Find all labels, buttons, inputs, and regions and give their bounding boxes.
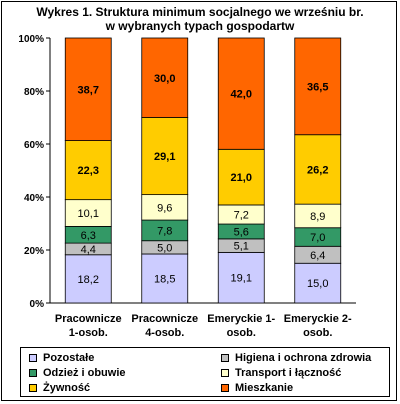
data-label: 36,5 <box>307 81 328 93</box>
data-label: 6,3 <box>81 230 96 242</box>
chart-title: Wykres 1. Struktura minimum socjalnego w… <box>0 5 400 33</box>
legend-label: Żywność <box>43 382 91 394</box>
x-tick-label: Emeryckie 1- <box>207 313 275 325</box>
bar-segment <box>217 37 265 150</box>
legend-label: Mieszkanie <box>235 382 294 394</box>
y-tick-label: 60% <box>24 140 44 151</box>
chart-legend: Pozostałe Higiena i ochrona zdrowia Odzież… <box>20 347 390 397</box>
bar-segment <box>141 117 189 196</box>
y-tick-label: 40% <box>24 193 44 204</box>
legend-swatch <box>29 369 37 377</box>
x-tick-label: Pracownicze <box>131 313 198 325</box>
data-label: 5,1 <box>234 241 249 253</box>
x-tick-label: 4-osob. <box>145 327 184 339</box>
bar-segment <box>294 37 342 136</box>
data-label: 19,1 <box>231 273 252 285</box>
y-tick-label: 80% <box>24 87 44 98</box>
legend-swatch <box>221 369 229 377</box>
y-tick-label: 20% <box>24 246 44 257</box>
data-label: 10,1 <box>78 208 99 220</box>
data-label: 5,6 <box>234 226 249 238</box>
data-label: 9,6 <box>157 202 172 214</box>
legend-swatch <box>29 354 37 362</box>
x-tick-label: Emeryckie 2- <box>284 313 352 325</box>
legend-label: Odzież i obuwie <box>43 367 126 379</box>
legend-label: Higiena i ochrona zdrowia <box>235 352 372 364</box>
data-label: 5,0 <box>157 242 172 254</box>
legend-swatch <box>29 384 37 392</box>
x-tick-label: 1-osob. <box>69 327 108 339</box>
data-label: 30,0 <box>154 73 175 85</box>
y-tick-label: 100% <box>18 34 44 45</box>
data-label: 22,3 <box>78 165 99 177</box>
data-label: 42,0 <box>231 89 252 101</box>
data-label: 8,9 <box>310 211 325 223</box>
bar-segment <box>141 194 189 221</box>
bar-segment <box>294 262 342 304</box>
bar-segment <box>64 140 112 201</box>
bar-segment <box>64 199 112 227</box>
data-label: 15,0 <box>307 278 328 290</box>
data-label: 38,7 <box>78 84 99 96</box>
stacked-bar-chart: 0% 20% 40% 60% 80% 100% 18,2 4,4 6,3 10,1 22,3 38,7… <box>18 34 356 339</box>
data-label: 29,1 <box>154 151 175 163</box>
bar-segment <box>294 134 342 205</box>
data-label: 18,5 <box>154 273 175 285</box>
legend-swatch <box>221 354 229 362</box>
bar-segment <box>141 37 189 118</box>
x-tick-label: Pracownicze <box>55 313 122 325</box>
chart-title-line-1: Wykres 1. Struktura minimum socjalnego w… <box>36 5 364 19</box>
data-label: 4,4 <box>81 244 96 256</box>
bar-segment <box>217 148 265 206</box>
data-label: 26,2 <box>307 164 328 176</box>
data-label: 21,0 <box>231 172 252 184</box>
data-label: 7,8 <box>157 225 172 237</box>
chart-title-line-2: w wybranych typach gospodartw <box>105 19 295 33</box>
data-label: 18,2 <box>78 274 99 286</box>
data-label: 7,0 <box>310 232 325 244</box>
legend-label: Pozostałe <box>43 352 95 364</box>
bar-segment <box>217 251 265 304</box>
data-label: 6,4 <box>310 250 325 262</box>
x-tick-label: osob. <box>227 327 256 339</box>
bar-segment <box>64 37 112 141</box>
x-tick-label: osob. <box>303 327 332 339</box>
data-label: 7,2 <box>234 209 249 221</box>
y-tick-label: 0% <box>30 299 45 310</box>
bar-segment <box>141 253 189 304</box>
legend-label: Transport i łączność <box>235 367 342 379</box>
legend-swatch <box>221 384 229 392</box>
